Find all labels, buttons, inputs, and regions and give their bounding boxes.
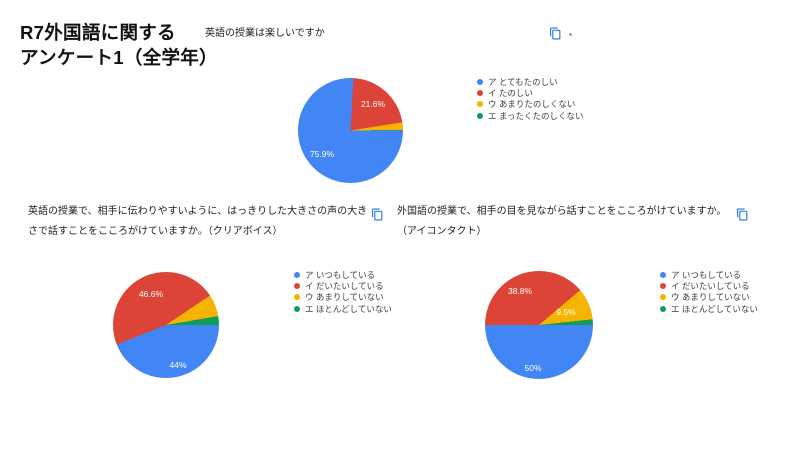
- legend-label: イ だいたいしている: [305, 281, 384, 292]
- legend-item: ア とてもたのしい: [477, 76, 584, 87]
- legend-2: ア いつもしている イ だいたいしている ウ あまりしていない エ ほとんどして…: [294, 269, 392, 315]
- legend-item: エ ほとんどしていない: [294, 303, 392, 314]
- legend-label: ウ あまりしていない: [305, 292, 384, 303]
- copy-icon: [736, 208, 749, 224]
- pie-chart-1: [298, 78, 403, 183]
- more-dot: [569, 33, 572, 36]
- legend-dot-blue: [477, 78, 483, 85]
- question-title-2: 英語の授業で、相手に伝わりやすいように、はっきりした大きさの声の大きさで話すこと…: [28, 206, 368, 237]
- pie1-slice-label-red: 21.6%: [360, 99, 386, 109]
- legend-dot-red: [294, 283, 300, 290]
- legend-label: ア とてもたのしい: [488, 76, 558, 87]
- pie2-slice-label-red: 46.6%: [138, 289, 164, 299]
- legend-label: イ だいたいしている: [671, 281, 750, 292]
- legend-label: ウ あまりしていない: [671, 292, 750, 303]
- legend-dot-orange: [477, 101, 483, 108]
- page-title-line1: R7外国語に関する: [20, 22, 176, 43]
- legend-item: イ だいたいしている: [294, 280, 392, 291]
- pie3-slice-label-blue: 50%: [524, 363, 542, 373]
- legend-dot-red: [477, 90, 483, 97]
- pie1-slice-label-blue: 75.9%: [309, 149, 335, 159]
- copy-question-2-button[interactable]: [370, 208, 385, 223]
- copy-icon: [371, 208, 384, 224]
- copy-question-1-button[interactable]: [548, 27, 563, 42]
- legend-dot-red: [660, 283, 666, 290]
- legend-item: ウ あまりたのしくない: [477, 99, 584, 110]
- legend-item: ウ あまりしていない: [660, 292, 758, 303]
- legend-label: ア いつもしている: [305, 269, 376, 280]
- legend-3: ア いつもしている イ だいたいしている ウ あまりしていない エ ほとんどして…: [660, 269, 758, 315]
- legend-item: エ まったくたのしくない: [477, 110, 584, 121]
- legend-dot-green: [660, 305, 666, 312]
- copy-question-3-button[interactable]: [735, 208, 750, 223]
- legend-dot-blue: [660, 271, 666, 278]
- legend-item: ア いつもしている: [294, 269, 392, 280]
- pie3-slice-label-red: 38.8%: [507, 286, 533, 296]
- legend-label: ウ あまりたのしくない: [488, 99, 576, 110]
- legend-dot-green: [294, 305, 300, 312]
- legend-1: ア とてもたのしい イ たのしい ウ あまりたのしくない エ まったくたのしくな…: [477, 76, 584, 122]
- legend-label: イ たのしい: [488, 88, 533, 99]
- legend-item: イ だいたいしている: [660, 280, 758, 291]
- pie3-slice-label-orange: 9.5%: [556, 307, 576, 317]
- legend-dot-green: [477, 112, 483, 119]
- legend-dot-blue: [294, 271, 300, 278]
- pie-chart-2: [113, 272, 219, 378]
- legend-item: エ ほとんどしていない: [660, 303, 758, 314]
- legend-item: ア いつもしている: [660, 269, 758, 280]
- question-title-3: 外国語の授業で、相手の目を見ながら話すことをこころがけていますか。（アイコンタク…: [397, 206, 727, 237]
- pie-chart-3: [485, 271, 593, 379]
- pie2-slice-label-blue: 44%: [169, 360, 187, 370]
- legend-dot-orange: [660, 294, 666, 301]
- page-title: R7外国語に関する アンケート1（全学年）: [20, 20, 218, 70]
- copy-icon: [549, 27, 562, 43]
- page-title-line2: アンケート1（全学年）: [20, 47, 218, 68]
- legend-dot-orange: [294, 294, 300, 301]
- legend-label: エ ほとんどしていない: [671, 303, 758, 314]
- legend-label: エ ほとんどしていない: [305, 303, 392, 314]
- legend-item: イ たのしい: [477, 87, 584, 98]
- legend-label: エ まったくたのしくない: [488, 110, 584, 121]
- legend-label: ア いつもしている: [671, 269, 742, 280]
- question-title-1: 英語の授業は楽しいですか: [205, 28, 325, 39]
- legend-item: ウ あまりしていない: [294, 292, 392, 303]
